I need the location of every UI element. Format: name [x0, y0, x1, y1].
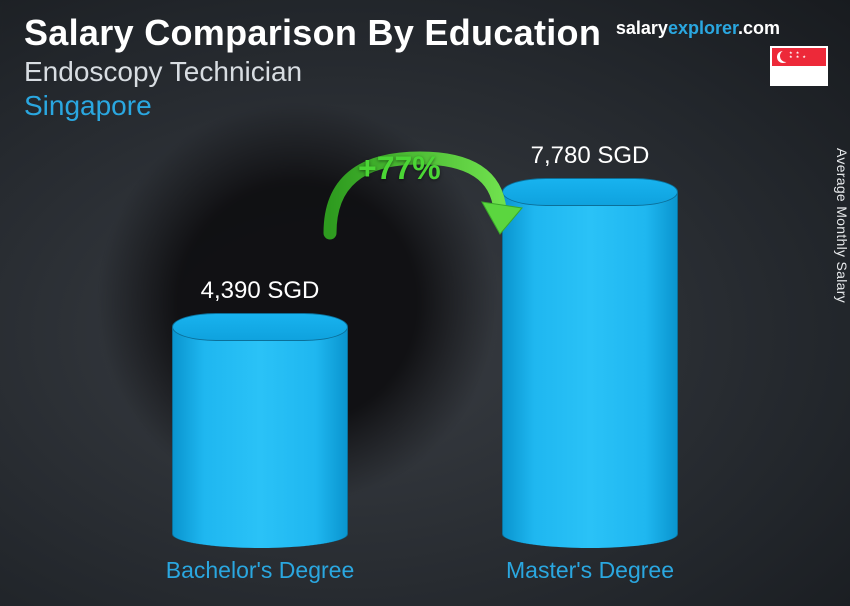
bar-chart: +77% 4,390 SGD Bachelor's Degree 7,780 S…: [140, 148, 780, 588]
bar-top-ellipse: [172, 313, 348, 341]
chart-subtitle: Endoscopy Technician: [24, 56, 826, 88]
flag-crescent-icon: [777, 51, 789, 63]
bar-cylinder: [172, 313, 348, 548]
chart-country: Singapore: [24, 90, 826, 122]
bar-value-label: 4,390 SGD: [201, 277, 320, 305]
bar-category-label: Bachelor's Degree: [166, 557, 355, 584]
flag-top-stripe: ★ ★★ ★ ★: [772, 48, 826, 66]
brand-prefix: salary: [616, 18, 668, 38]
brand-accent: explorer: [668, 18, 738, 38]
bar-category-label: Master's Degree: [506, 557, 674, 584]
y-axis-label: Average Monthly Salary: [834, 148, 850, 303]
flag-stars-icon: ★ ★★ ★ ★: [789, 51, 807, 59]
brand-suffix: .com: [738, 18, 780, 38]
brand-logo-text: salaryexplorer.com: [616, 18, 780, 39]
percent-increase-badge: +77%: [358, 150, 441, 187]
bar-body: [172, 327, 348, 548]
bar-value-label: 7,780 SGD: [531, 142, 650, 170]
country-flag-icon: ★ ★★ ★ ★: [770, 46, 828, 86]
bar-group-bachelors: 4,390 SGD Bachelor's Degree: [170, 277, 350, 548]
